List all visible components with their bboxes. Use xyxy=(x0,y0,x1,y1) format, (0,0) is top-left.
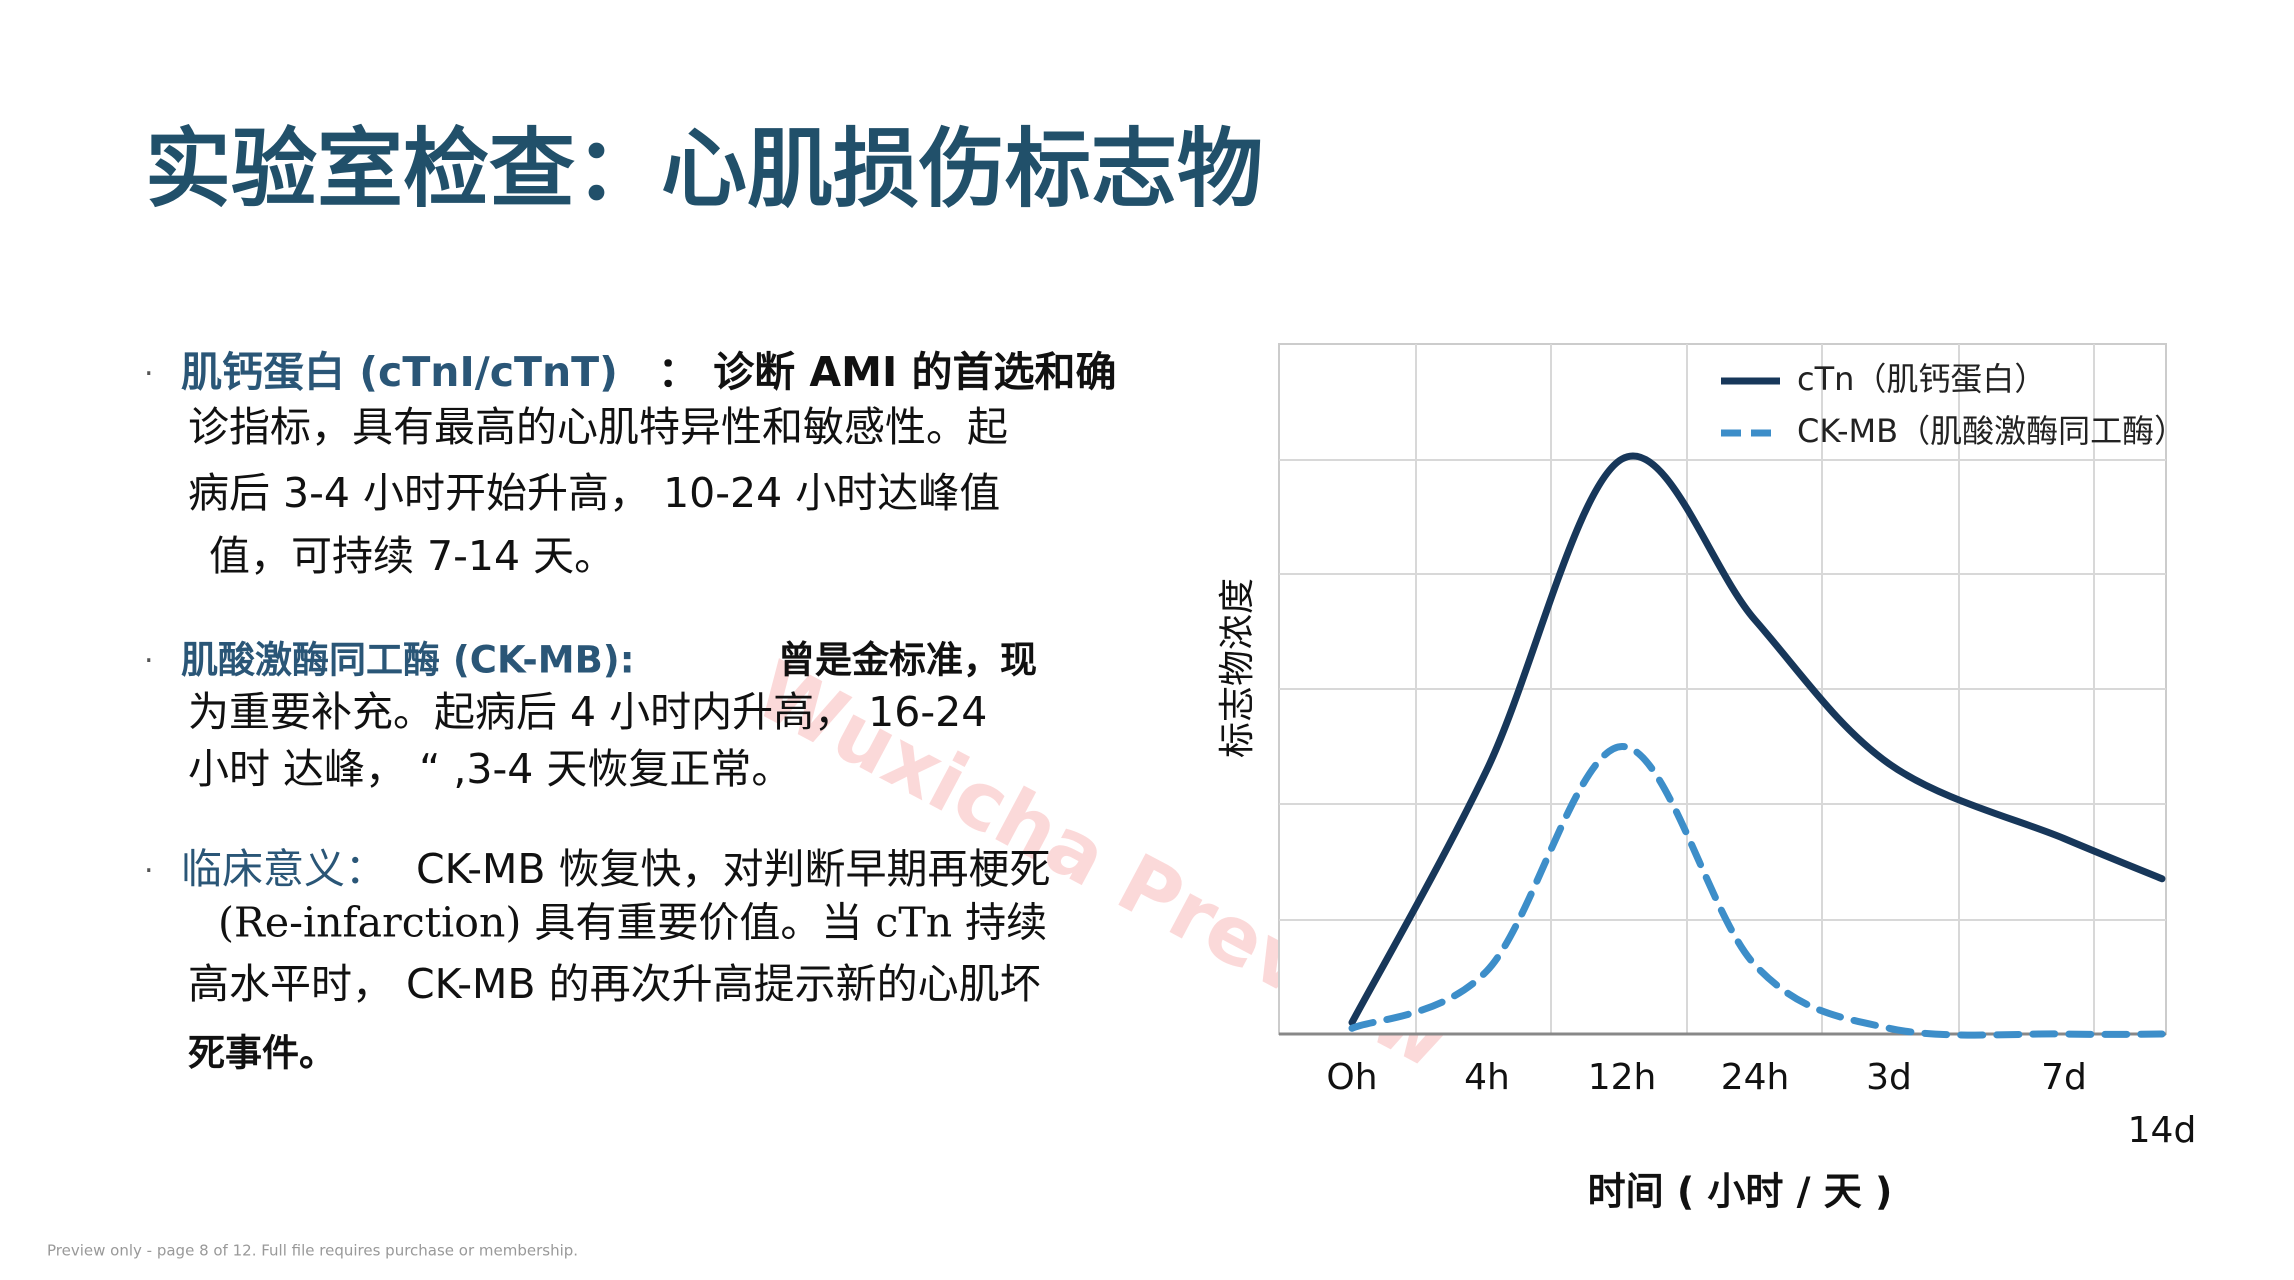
line: 值，可持续 7-14 天。 xyxy=(209,532,615,580)
chart: 标志物浓度 时间 ( 小时 / 天 ) Oh 4h 12h 24h 3d 7d 14d cTn… xyxy=(1217,343,2197,1214)
x-tick-label: 3d xyxy=(1866,1057,1912,1098)
bullet-dot: · xyxy=(144,357,154,392)
grid xyxy=(1279,344,2166,1034)
heading: 肌酸激酶同工酶 (CK-MB): xyxy=(181,639,635,682)
text: 曾是金标准，现 xyxy=(778,639,1037,682)
heading: 肌钙蛋白 (cTnI/cTnT) xyxy=(181,348,618,396)
text: ： 诊断 AMI 的首选和确 xyxy=(658,348,1117,396)
line: 为重要补充。起病后 4 小时内升高， 16-24 xyxy=(188,688,987,736)
line: 肌钙蛋白 (cTnI/cTnT) ： 诊断 AMI 的首选和确 xyxy=(181,348,1116,396)
line: 死事件。 xyxy=(188,1032,336,1075)
y-axis-label: 标志物浓度 xyxy=(1217,578,1258,758)
legend-label: CK-MB（肌酸激酶同工酶） xyxy=(1797,412,2186,450)
bullet-dot: · xyxy=(144,854,154,889)
legend-label: cTn（肌钙蛋白） xyxy=(1797,360,2046,398)
x-tick-label: 14d xyxy=(2128,1110,2197,1151)
line: 诊指标，具有最高的心肌特异性和敏感性。起 xyxy=(188,403,1008,451)
x-tick-label: 24h xyxy=(1721,1057,1790,1098)
x-tick-label: 12h xyxy=(1588,1057,1657,1098)
line: 小时 达峰， “ ,3-4 天恢复正常。 xyxy=(188,745,792,793)
footer: Preview only - page 8 of 12. Full file r… xyxy=(47,1242,578,1260)
series-line xyxy=(1348,742,2166,1039)
heading: 临床意义： xyxy=(181,845,386,893)
line: 病后 3-4 小时开始升高， 10-24 小时达峰值 xyxy=(188,469,1000,517)
line: (Re-infarction) 具有重要价值。当 cTn 持续 xyxy=(218,899,1047,947)
line: 高水平时， CK-MB 的再次升高提示新的心肌坏 xyxy=(188,960,1041,1008)
x-tick-label: 7d xyxy=(2041,1057,2087,1098)
x-tick-label: Oh xyxy=(1326,1057,1377,1098)
x-axis-label: 时间 ( 小时 / 天 ) xyxy=(1588,1170,1893,1214)
bullet-dot: · xyxy=(144,644,154,679)
line: 临床意义： CK-MB 恢复快，对判断早期再梗死 xyxy=(181,845,1051,893)
series-line xyxy=(1348,452,2166,1026)
title: 实验室检查：心肌损伤标志物 xyxy=(145,119,1263,219)
x-tick-label: 4h xyxy=(1464,1057,1510,1098)
bullets: · 肌钙蛋白 (cTnI/cTnT) ： 诊断 AMI 的首选和确 诊指标，具有最… xyxy=(144,348,1116,1075)
text: CK-MB 恢复快，对判断早期再梗死 xyxy=(416,845,1051,893)
